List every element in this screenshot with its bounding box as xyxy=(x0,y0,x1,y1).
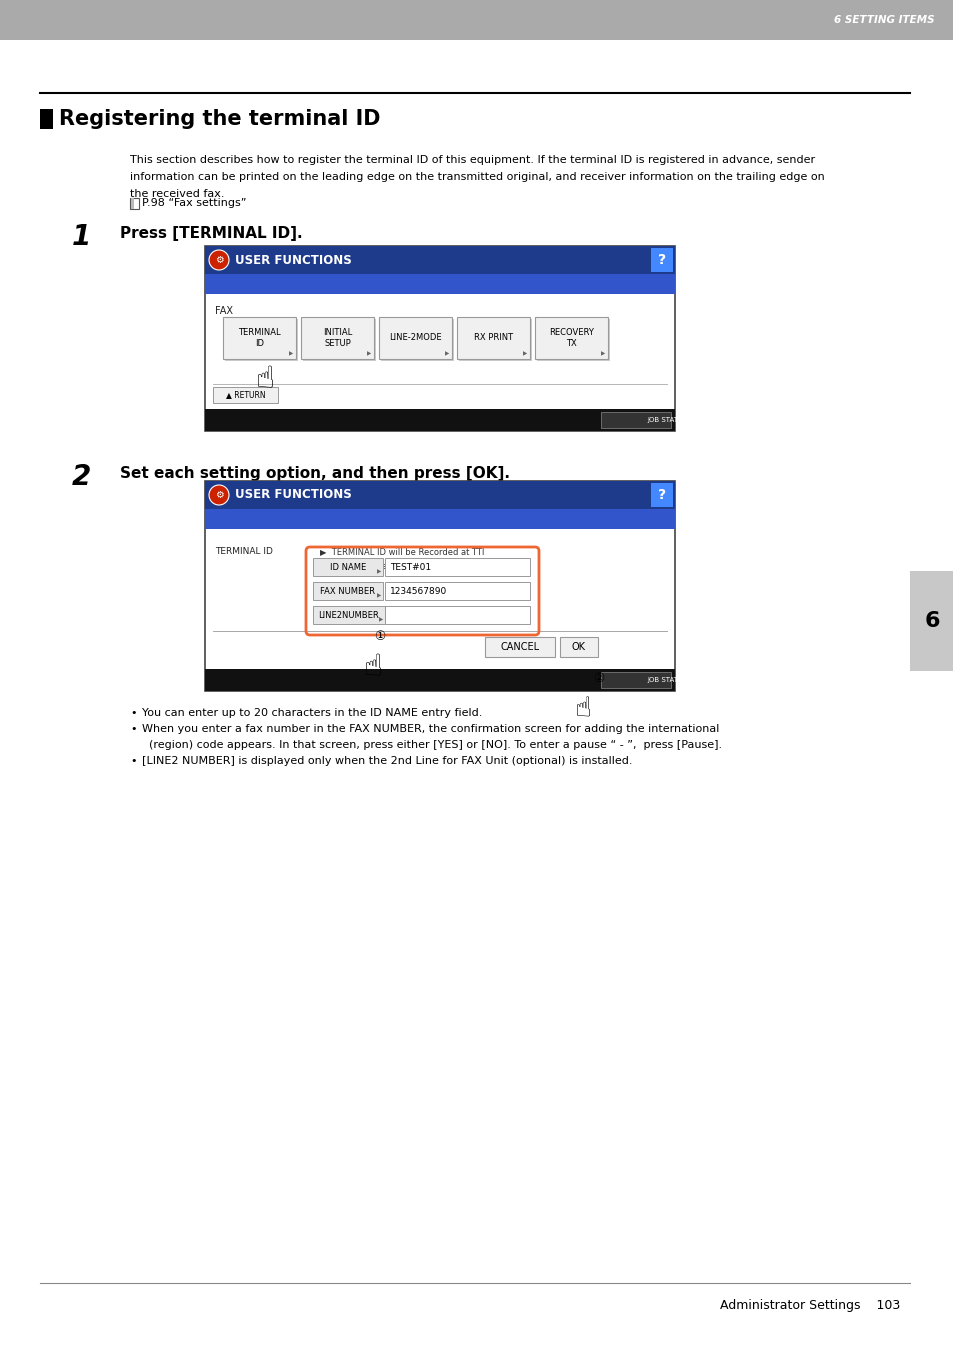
Bar xyxy=(458,319,532,361)
Bar xyxy=(130,199,139,209)
Text: ☜: ☜ xyxy=(245,363,274,392)
Bar xyxy=(303,319,375,361)
Text: ?: ? xyxy=(658,253,665,267)
Bar xyxy=(600,412,670,428)
Bar xyxy=(225,319,297,361)
Bar xyxy=(535,317,607,359)
Text: Administrator Settings    103: Administrator Settings 103 xyxy=(719,1300,899,1313)
Bar xyxy=(484,638,555,657)
Text: ☜: ☜ xyxy=(564,694,593,720)
Bar xyxy=(385,558,530,576)
Text: ?: ? xyxy=(658,488,665,503)
Text: ⚙: ⚙ xyxy=(214,255,223,265)
Text: ▶: ▶ xyxy=(289,351,293,357)
Text: JOB STATUS ▶: JOB STATUS ▶ xyxy=(646,677,695,684)
Bar xyxy=(205,246,675,431)
Text: TEST#01: TEST#01 xyxy=(390,562,431,571)
Text: ▶: ▶ xyxy=(376,569,380,574)
Bar xyxy=(205,669,675,690)
Text: 6: 6 xyxy=(923,611,939,631)
Bar xyxy=(909,571,953,671)
Text: When you enter a fax number in the FAX NUMBER, the confirmation screen for addin: When you enter a fax number in the FAX N… xyxy=(142,724,719,734)
Bar xyxy=(456,317,530,359)
Text: ▶: ▶ xyxy=(378,617,382,621)
Bar xyxy=(313,558,382,576)
Bar xyxy=(537,319,609,361)
Bar xyxy=(650,484,672,507)
Text: RX PRINT: RX PRINT xyxy=(474,334,513,343)
Text: 2: 2 xyxy=(71,463,91,490)
Bar xyxy=(650,249,672,272)
Text: [LINE2 NUMBER] is displayed only when the 2nd Line for FAX Unit (optional) is in: [LINE2 NUMBER] is displayed only when th… xyxy=(142,757,632,766)
Text: Press [TERMINAL ID].: Press [TERMINAL ID]. xyxy=(120,226,302,240)
Text: ②: ② xyxy=(593,671,604,685)
Text: You can enter up to 20 characters in the ID NAME entry field.: You can enter up to 20 characters in the… xyxy=(142,708,482,717)
Text: 1234567890: 1234567890 xyxy=(390,586,447,596)
Bar xyxy=(385,582,530,600)
Bar xyxy=(131,199,133,209)
Text: LINE-2MODE: LINE-2MODE xyxy=(389,334,441,343)
Text: This section describes how to register the terminal ID of this equipment. If the: This section describes how to register t… xyxy=(130,155,814,165)
Text: Registering the terminal ID: Registering the terminal ID xyxy=(59,109,380,128)
Bar xyxy=(313,607,385,624)
Text: 6 SETTING ITEMS: 6 SETTING ITEMS xyxy=(834,15,934,26)
Bar xyxy=(313,582,382,600)
Text: TERMINAL ID: TERMINAL ID xyxy=(214,547,273,557)
Text: (region) code appears. In that screen, press either [YES] or [NO]. To enter a pa: (region) code appears. In that screen, p… xyxy=(142,740,721,750)
Text: the received fax.: the received fax. xyxy=(130,189,224,199)
Bar xyxy=(378,317,452,359)
Bar xyxy=(205,409,675,431)
Text: 1: 1 xyxy=(71,223,91,251)
Text: Add the International Code: Add the International Code xyxy=(335,562,448,571)
Text: P.98 “Fax settings”: P.98 “Fax settings” xyxy=(142,199,246,208)
Bar xyxy=(205,481,675,509)
Bar xyxy=(223,317,295,359)
Bar xyxy=(40,109,53,128)
Bar xyxy=(213,386,277,403)
Text: ID NAME: ID NAME xyxy=(330,562,366,571)
Bar xyxy=(205,246,675,274)
Text: CANCEL: CANCEL xyxy=(500,642,539,653)
Text: ⚙: ⚙ xyxy=(214,490,223,500)
Text: ▶: ▶ xyxy=(600,351,604,357)
Text: LINE2NUMBER: LINE2NUMBER xyxy=(318,611,379,620)
Text: ▶: ▶ xyxy=(444,351,449,357)
Text: USER FUNCTIONS: USER FUNCTIONS xyxy=(234,254,352,266)
Text: USER FUNCTIONS: USER FUNCTIONS xyxy=(234,489,352,501)
Bar xyxy=(205,481,675,690)
Text: JOB STATUS ▶: JOB STATUS ▶ xyxy=(646,417,695,423)
Text: ▶: ▶ xyxy=(366,351,371,357)
Text: RECOVERY
TX: RECOVERY TX xyxy=(549,328,594,347)
Circle shape xyxy=(209,485,229,505)
Text: INITIAL
SETUP: INITIAL SETUP xyxy=(322,328,352,347)
Text: TERMINAL
ID: TERMINAL ID xyxy=(238,328,280,347)
Text: FAX: FAX xyxy=(214,305,233,316)
Bar xyxy=(385,607,530,624)
Bar xyxy=(205,509,675,530)
Text: ▶: ▶ xyxy=(376,593,380,598)
Text: •: • xyxy=(130,757,136,766)
Text: •: • xyxy=(130,708,136,717)
Bar xyxy=(380,319,454,361)
Text: ☜: ☜ xyxy=(354,653,382,680)
Text: OK: OK xyxy=(572,642,585,653)
Bar xyxy=(205,274,675,295)
Text: •: • xyxy=(130,724,136,734)
Text: Set each setting option, and then press [OK].: Set each setting option, and then press … xyxy=(120,466,510,481)
Text: ▶: ▶ xyxy=(522,351,526,357)
Text: FAX NUMBER: FAX NUMBER xyxy=(320,586,375,596)
Bar xyxy=(0,0,953,41)
Circle shape xyxy=(209,250,229,270)
Text: information can be printed on the leading edge on the transmitted original, and : information can be printed on the leadin… xyxy=(130,172,824,182)
Text: ①: ① xyxy=(374,630,385,643)
Text: ▶  TERMINAL ID will be Recorded at TTI: ▶ TERMINAL ID will be Recorded at TTI xyxy=(319,547,484,557)
Bar xyxy=(301,317,374,359)
Bar xyxy=(600,671,670,688)
Bar xyxy=(559,638,598,657)
Text: ▲ RETURN: ▲ RETURN xyxy=(226,390,265,400)
